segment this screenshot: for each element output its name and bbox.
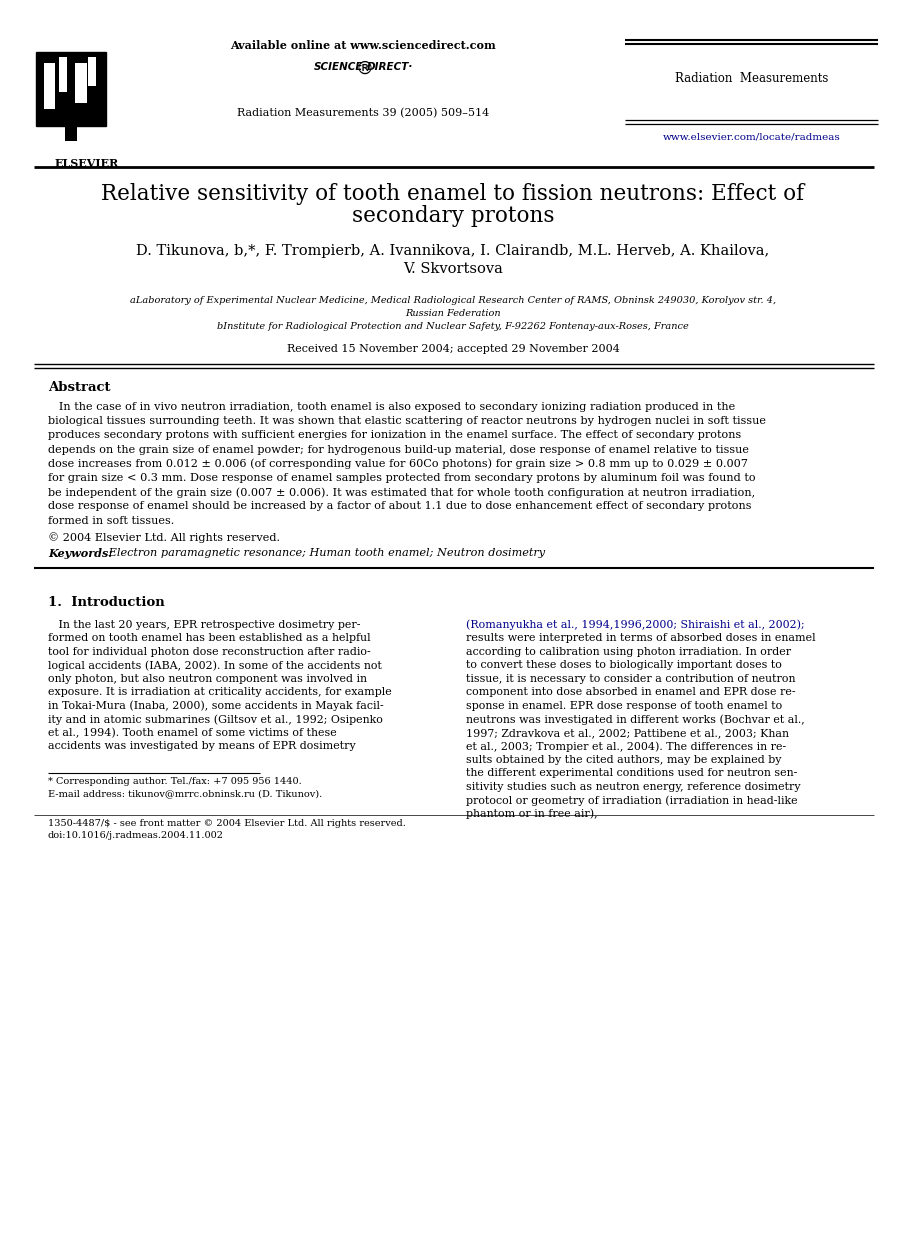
Text: V. Skvortsova: V. Skvortsova xyxy=(403,262,503,276)
Text: be independent of the grain size (0.007 ± 0.006). It was estimated that for whol: be independent of the grain size (0.007 … xyxy=(48,488,756,498)
Text: to convert these doses to biologically important doses to: to convert these doses to biologically i… xyxy=(466,660,782,670)
Text: DIRECT·: DIRECT· xyxy=(367,62,414,72)
Text: exposure. It is irradiation at criticality accidents, for example: exposure. It is irradiation at criticali… xyxy=(48,687,392,697)
Text: D. Tikunova, b,*, F. Trompierb, A. Ivannikova, I. Clairandb, M.L. Herveb, A. Kha: D. Tikunova, b,*, F. Trompierb, A. Ivann… xyxy=(136,244,770,258)
Text: © 2004 Elsevier Ltd. All rights reserved.: © 2004 Elsevier Ltd. All rights reserved… xyxy=(48,532,280,542)
Text: 1997; Zdravkova et al., 2002; Pattibene et al., 2003; Khan: 1997; Zdravkova et al., 2002; Pattibene … xyxy=(466,728,789,738)
Text: aLaboratory of Experimental Nuclear Medicine, Medical Radiological Research Cent: aLaboratory of Experimental Nuclear Medi… xyxy=(130,296,776,305)
Text: for grain size < 0.3 mm. Dose response of enamel samples protected from secondar: for grain size < 0.3 mm. Dose response o… xyxy=(48,473,756,483)
Text: doi:10.1016/j.radmeas.2004.11.002: doi:10.1016/j.radmeas.2004.11.002 xyxy=(48,831,224,839)
Text: dose increases from 0.012 ± 0.006 (of corresponding value for 60Co photons) for : dose increases from 0.012 ± 0.006 (of co… xyxy=(48,459,748,469)
Text: Abstract: Abstract xyxy=(48,381,111,394)
Text: tool for individual photon dose reconstruction after radio-: tool for individual photon dose reconstr… xyxy=(48,646,371,657)
Text: produces secondary protons with sufficient energies for ionization in the enamel: produces secondary protons with sufficie… xyxy=(48,431,741,441)
Text: neutrons was investigated in different works (Bochvar et al.,: neutrons was investigated in different w… xyxy=(466,714,805,725)
Text: et al., 1994). Tooth enamel of some victims of these: et al., 1994). Tooth enamel of some vict… xyxy=(48,728,336,738)
Text: tissue, it is necessary to consider a contribution of neutron: tissue, it is necessary to consider a co… xyxy=(466,673,795,683)
Text: sponse in enamel. EPR dose response of tooth enamel to: sponse in enamel. EPR dose response of t… xyxy=(466,701,782,711)
Bar xyxy=(75,63,86,103)
Text: in Tokai-Mura (Inaba, 2000), some accidents in Mayak facil-: in Tokai-Mura (Inaba, 2000), some accide… xyxy=(48,701,384,712)
Text: logical accidents (IABA, 2002). In some of the accidents not: logical accidents (IABA, 2002). In some … xyxy=(48,660,382,671)
Text: sults obtained by the cited authors, may be explained by: sults obtained by the cited authors, may… xyxy=(466,755,782,765)
Text: ity and in atomic submarines (Giltsov et al., 1992; Osipenko: ity and in atomic submarines (Giltsov et… xyxy=(48,714,383,725)
Bar xyxy=(59,57,67,92)
Text: dose response of enamel should be increased by a factor of about 1.1 due to dose: dose response of enamel should be increa… xyxy=(48,501,752,511)
Text: 1350-4487/$ - see front matter © 2004 Elsevier Ltd. All rights reserved.: 1350-4487/$ - see front matter © 2004 El… xyxy=(48,818,405,828)
Text: Radiation Measurements 39 (2005) 509–514: Radiation Measurements 39 (2005) 509–514 xyxy=(237,108,489,119)
Bar xyxy=(88,57,96,85)
Text: formed on tooth enamel has been established as a helpful: formed on tooth enamel has been establis… xyxy=(48,634,371,644)
Text: only photon, but also neutron component was involved in: only photon, but also neutron component … xyxy=(48,673,367,683)
Text: bInstitute for Radiological Protection and Nuclear Safety, F-92262 Fontenay-aux-: bInstitute for Radiological Protection a… xyxy=(217,322,689,331)
Text: accidents was investigated by means of EPR dosimetry: accidents was investigated by means of E… xyxy=(48,742,356,751)
Text: ®: ® xyxy=(356,59,374,78)
Text: results were interpreted in terms of absorbed doses in enamel: results were interpreted in terms of abs… xyxy=(466,634,815,644)
Text: SCIENCE: SCIENCE xyxy=(314,62,363,72)
Text: www.elsevier.com/locate/radmeas: www.elsevier.com/locate/radmeas xyxy=(663,132,841,141)
Text: according to calibration using photon irradiation. In order: according to calibration using photon ir… xyxy=(466,646,791,657)
Text: Available online at www.sciencedirect.com: Available online at www.sciencedirect.co… xyxy=(230,40,496,51)
Text: component into dose absorbed in enamel and EPR dose re-: component into dose absorbed in enamel a… xyxy=(466,687,795,697)
Text: In the last 20 years, EPR retrospective dosimetry per-: In the last 20 years, EPR retrospective … xyxy=(48,620,360,630)
Bar xyxy=(64,118,77,141)
Text: phantom or in free air),: phantom or in free air), xyxy=(466,808,598,820)
Text: sitivity studies such as neutron energy, reference dosimetry: sitivity studies such as neutron energy,… xyxy=(466,782,801,792)
Text: Radiation  Measurements: Radiation Measurements xyxy=(676,72,829,85)
Text: secondary protons: secondary protons xyxy=(352,206,554,227)
Text: Electron paramagnetic resonance; Human tooth enamel; Neutron dosimetry: Electron paramagnetic resonance; Human t… xyxy=(105,547,545,558)
Bar xyxy=(36,52,106,126)
Text: In the case of in vivo neutron irradiation, tooth enamel is also exposed to seco: In the case of in vivo neutron irradiati… xyxy=(48,402,736,412)
Text: depends on the grain size of enamel powder; for hydrogenous build-up material, d: depends on the grain size of enamel powd… xyxy=(48,444,749,454)
Text: E-mail address: tikunov@mrrc.obninsk.ru (D. Tikunov).: E-mail address: tikunov@mrrc.obninsk.ru … xyxy=(48,789,322,797)
Text: Keywords:: Keywords: xyxy=(48,547,112,558)
Text: * Corresponding author. Tel./fax: +7 095 956 1440.: * Corresponding author. Tel./fax: +7 095… xyxy=(48,776,302,786)
Text: Received 15 November 2004; accepted 29 November 2004: Received 15 November 2004; accepted 29 N… xyxy=(287,344,619,354)
Text: the different experimental conditions used for neutron sen-: the different experimental conditions us… xyxy=(466,769,797,779)
Text: Russian Federation: Russian Federation xyxy=(405,310,501,318)
Text: et al., 2003; Trompier et al., 2004). The differences in re-: et al., 2003; Trompier et al., 2004). Th… xyxy=(466,742,786,751)
Text: 1.  Introduction: 1. Introduction xyxy=(48,595,165,609)
Text: biological tissues surrounding teeth. It was shown that elastic scattering of re: biological tissues surrounding teeth. It… xyxy=(48,416,766,426)
Text: (Romanyukha et al., 1994,1996,2000; Shiraishi et al., 2002);: (Romanyukha et al., 1994,1996,2000; Shir… xyxy=(466,620,805,630)
Text: formed in soft tissues.: formed in soft tissues. xyxy=(48,515,174,526)
Text: ELSEVIER: ELSEVIER xyxy=(55,158,119,170)
Bar xyxy=(44,63,55,109)
Text: Relative sensitivity of tooth enamel to fission neutrons: Effect of: Relative sensitivity of tooth enamel to … xyxy=(102,183,805,206)
Text: protocol or geometry of irradiation (irradiation in head-like: protocol or geometry of irradiation (irr… xyxy=(466,795,797,806)
